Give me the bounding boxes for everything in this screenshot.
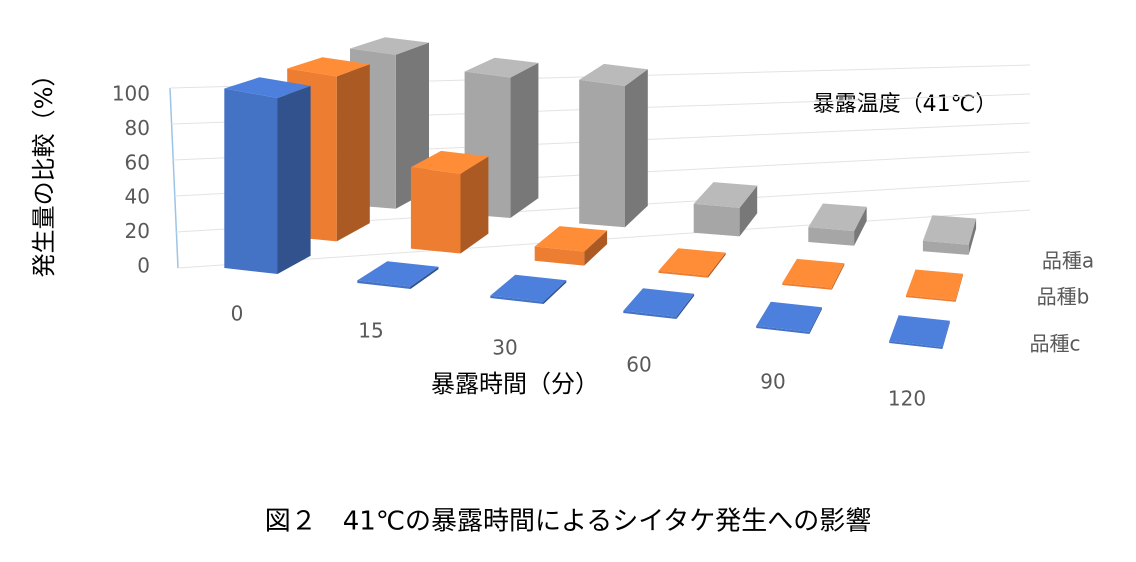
x-tick-label: 60: [626, 353, 651, 377]
bar-top: [410, 150, 489, 174]
bar-side: [410, 266, 439, 289]
bar-side: [676, 293, 695, 319]
x-tick-label: 90: [760, 370, 785, 394]
bar-top: [623, 288, 695, 317]
bar-side: [968, 218, 977, 255]
bar-front: [534, 246, 585, 266]
y-tick-label: 0: [137, 254, 150, 278]
bar-top: [490, 274, 567, 302]
bar-front: [756, 325, 810, 334]
y-axis-label: 発生量の比較（%）: [30, 63, 58, 278]
bar-side: [277, 85, 311, 275]
bar-front: [410, 167, 461, 254]
bar-side: [510, 62, 539, 219]
bar-top: [224, 77, 311, 98]
bar-top: [534, 226, 608, 252]
bar-top: [889, 315, 950, 348]
y-axis-line: [169, 87, 179, 269]
bar-side: [336, 64, 370, 242]
bar-front: [906, 295, 956, 302]
bar-front: [579, 79, 625, 228]
bar-top: [464, 57, 539, 78]
bar-top: [357, 261, 439, 287]
bar-top: [756, 301, 822, 332]
y-tick-label: 100: [112, 82, 150, 106]
x-tick-label: 15: [358, 319, 383, 343]
bar-front: [658, 270, 708, 278]
bar-front: [357, 280, 411, 289]
bar-side: [809, 307, 822, 334]
bar-front: [623, 310, 677, 319]
y-tick-label: 20: [125, 219, 150, 243]
bar-front: [889, 341, 943, 349]
bar-front: [490, 295, 544, 304]
bar-top: [693, 182, 758, 208]
bar-top: [579, 63, 648, 86]
bar-side: [942, 320, 950, 349]
legend-label: 品種c: [1030, 332, 1081, 356]
bar-top: [906, 269, 963, 301]
bar-side: [831, 263, 845, 290]
bar-side: [584, 230, 608, 266]
bar-top: [782, 258, 845, 288]
bar-side: [708, 252, 726, 278]
bar-top: [808, 203, 867, 232]
bar-top: [922, 215, 977, 245]
legend-label: 品種b: [1037, 285, 1090, 309]
bar-front: [922, 240, 969, 255]
bar-side: [955, 273, 963, 302]
chart-title: 図２ 41℃の暴露時間によるシイタケ発生への影響: [265, 507, 871, 537]
x-tick-label: 0: [231, 302, 244, 326]
bar-side: [854, 206, 867, 246]
y-tick-label: 40: [125, 185, 150, 209]
bar-top: [287, 57, 370, 77]
bar-front: [808, 227, 855, 246]
legend-label: 品種a: [1042, 249, 1094, 273]
x-tick-label: 30: [492, 336, 517, 360]
bar-front: [693, 203, 740, 237]
bar-top: [350, 37, 429, 55]
bar-side: [625, 69, 648, 228]
bar-front: [782, 283, 832, 290]
y-tick-label: 60: [125, 150, 150, 174]
bar-front: [224, 88, 278, 274]
y-tick-label: 80: [125, 116, 150, 140]
bar-top: [658, 248, 726, 276]
bar-side: [543, 280, 567, 304]
x-tick-label: 120: [888, 387, 926, 411]
bar-side: [739, 185, 758, 237]
bar-side: [460, 156, 489, 254]
x-axis-label: 暴露時間（分）: [431, 370, 599, 398]
